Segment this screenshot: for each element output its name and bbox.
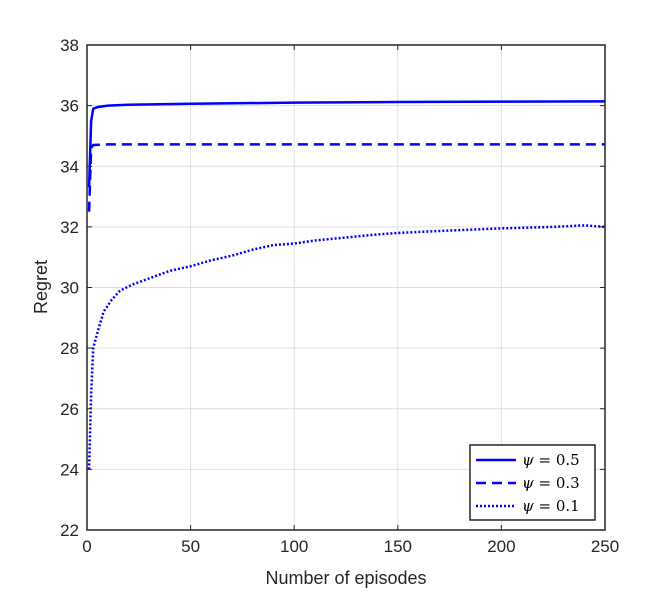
axis-ticks: 0 50 100 150 200 250 22 24 26 28 30 32 34 36 38	[60, 36, 619, 556]
x-tick-label: 150	[384, 537, 412, 556]
y-axis-label: Regret	[31, 260, 51, 314]
series-lines	[87, 100, 606, 470]
x-tick-label: 100	[280, 537, 308, 556]
y-tick-label: 28	[60, 339, 79, 358]
y-tick-label: 26	[60, 400, 79, 419]
legend: ψ = 0.5 ψ = 0.3 ψ = 0.1	[469, 444, 596, 521]
y-tick-label: 36	[60, 97, 79, 116]
series-line-dashed	[87, 143, 605, 212]
x-tick-label: 0	[82, 537, 91, 556]
y-tick-label: 30	[60, 279, 79, 298]
y-tick-label: 22	[60, 521, 79, 540]
x-axis-label: Number of episodes	[265, 568, 426, 588]
y-tick-label: 34	[60, 157, 79, 176]
y-tick-label: 38	[60, 36, 79, 55]
series-line-solid	[87, 100, 606, 188]
legend-entry-label: ψ = 0.3	[522, 474, 580, 492]
grid-lines	[87, 45, 605, 530]
legend-entry-label: ψ = 0.5	[522, 451, 580, 469]
y-tick-label: 24	[60, 460, 79, 479]
legend-entry-label: ψ = 0.1	[522, 497, 580, 515]
y-tick-label: 32	[60, 218, 79, 237]
x-tick-label: 250	[591, 537, 619, 556]
legend-box	[469, 444, 596, 521]
x-tick-label: 200	[487, 537, 515, 556]
x-tick-label: 50	[181, 537, 200, 556]
